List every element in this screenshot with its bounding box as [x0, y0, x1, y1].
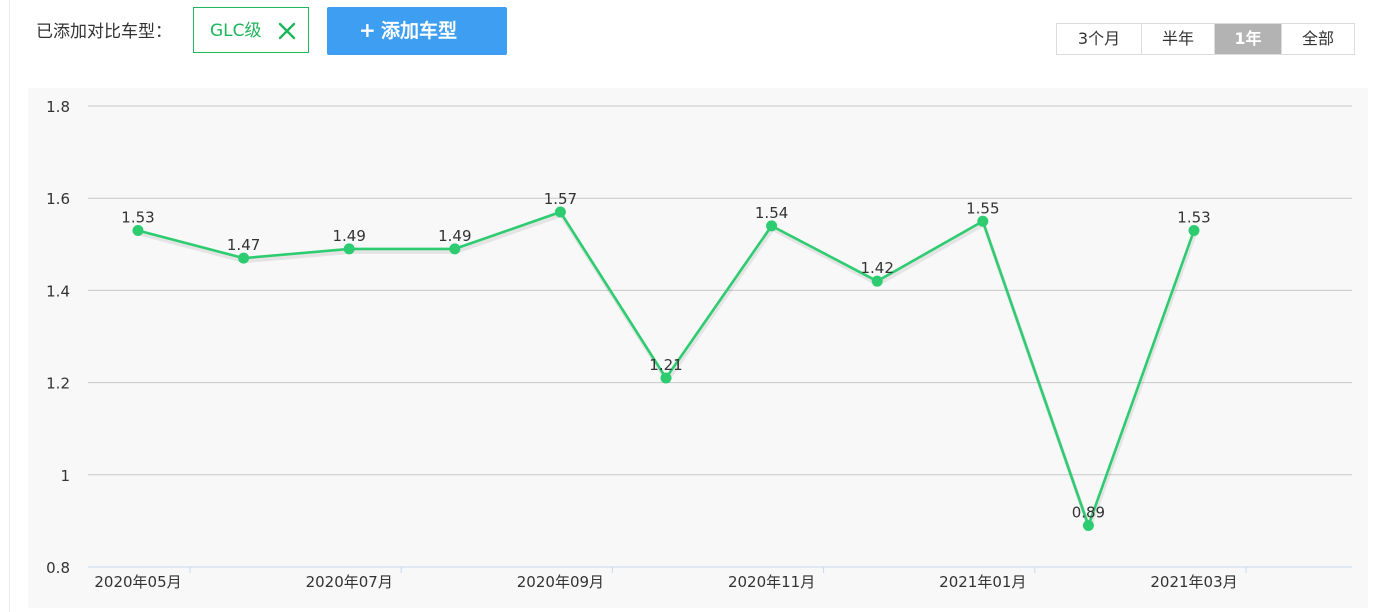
x-tick-label: 2020年09月	[517, 573, 604, 591]
data-label: 1.47	[227, 236, 260, 254]
x-tick-label: 2021年03月	[1150, 573, 1237, 591]
data-label: 1.54	[755, 204, 788, 222]
data-label: 1.42	[860, 259, 893, 277]
range-all[interactable]: 全部	[1281, 24, 1354, 54]
compare-tag-glc: GLC级	[193, 7, 309, 53]
left-border	[9, 0, 10, 612]
add-model-label: 添加车型	[381, 20, 458, 42]
time-range-selector: 3个月 半年 1年 全部	[1056, 23, 1355, 55]
data-point	[132, 224, 144, 236]
compare-label: 已添加对比车型：	[36, 22, 172, 42]
add-model-button[interactable]: + 添加车型	[327, 7, 507, 55]
data-label: 1.53	[1177, 208, 1210, 226]
range-half-year[interactable]: 半年	[1141, 24, 1214, 54]
data-point	[977, 215, 989, 227]
y-tick-label: 1.4	[46, 282, 70, 300]
data-point	[660, 372, 672, 384]
data-point	[554, 206, 566, 218]
x-tick-label: 2021年01月	[939, 573, 1026, 591]
y-tick-label: 1.2	[46, 375, 70, 393]
line-chart: 0.8 1 1.2 1.4 1.6 1.8 2020年05月 2020年07月 2020年09月…	[46, 98, 1352, 591]
data-point	[449, 243, 461, 255]
data-label: 1.21	[649, 356, 682, 374]
close-icon[interactable]	[278, 22, 296, 40]
x-tick-label: 2020年05月	[94, 573, 181, 591]
y-tick-label: 0.8	[46, 559, 70, 577]
data-label: 1.53	[121, 208, 154, 226]
data-label: 1.57	[544, 190, 577, 208]
range-1-year[interactable]: 1年	[1214, 24, 1281, 54]
y-tick-label: 1.8	[46, 98, 70, 116]
range-3-months[interactable]: 3个月	[1077, 29, 1121, 48]
data-point	[871, 275, 883, 287]
data-point	[1082, 520, 1094, 532]
compare-tag-label: GLC级	[210, 21, 262, 41]
data-label: 1.55	[966, 199, 999, 217]
y-tick-label: 1	[60, 467, 70, 485]
data-point	[343, 243, 355, 255]
data-point	[1188, 224, 1200, 236]
data-label: 1.49	[438, 227, 471, 245]
y-tick-label: 1.6	[46, 190, 70, 208]
x-tick-label: 2020年11月	[728, 573, 815, 591]
data-point	[238, 252, 250, 264]
plus-icon: +	[359, 18, 376, 42]
data-label: 1.49	[332, 227, 365, 245]
data-point	[766, 220, 778, 232]
data-label: 0.89	[1072, 504, 1105, 522]
toolbar: 已添加对比车型： GLC级 + 添加车型 3个月 半年 1年 全部	[0, 0, 1384, 70]
x-tick-label: 2020年07月	[306, 573, 393, 591]
chart-panel: 0.8 1 1.2 1.4 1.6 1.8 2020年05月 2020年07月 2020年09月…	[28, 88, 1368, 608]
